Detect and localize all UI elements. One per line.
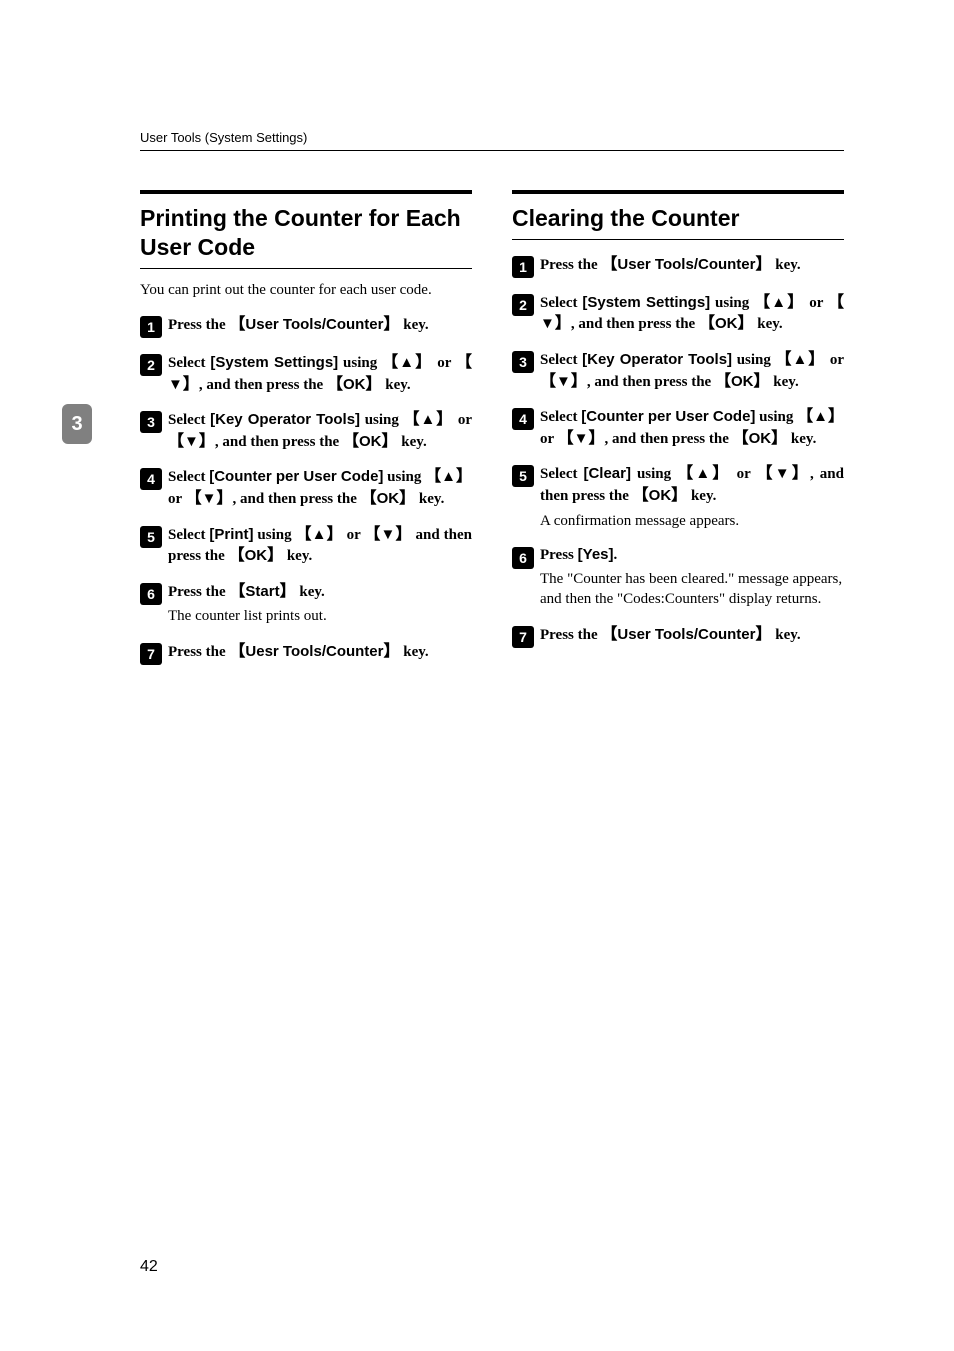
step-instruction: Select [Key Operator Tools] using 【▲】 or…: [540, 349, 844, 392]
step-result: A confirmation message appears.: [540, 511, 844, 531]
step-content: Press the 【User Tools/Counter】 key.: [540, 254, 844, 276]
step-number: 2: [140, 354, 162, 376]
step-number: 3: [140, 411, 162, 433]
step: 5 Select [Clear] using 【▲】 or 【▼】, and th…: [512, 463, 844, 530]
step-content: Select [Counter per User Code] using 【▲】…: [540, 406, 844, 449]
step: 4 Select [Counter per User Code] using 【▲…: [140, 466, 472, 509]
step-instruction: Select [System Settings] using 【▲】 or 【▼…: [168, 352, 472, 395]
step-instruction: Press the 【User Tools/Counter】 key.: [168, 314, 472, 336]
step: 1 Press the 【User Tools/Counter】 key.: [512, 254, 844, 278]
left-column: Printing the Counter for Each User Code Y…: [140, 190, 472, 665]
step-result: The counter list prints out.: [168, 606, 472, 626]
step-content: Press the 【Start】 key. The counter list p…: [168, 581, 472, 627]
section-title: Printing the Counter for Each User Code: [140, 204, 472, 262]
section-rule: [512, 239, 844, 240]
step-content: Select [System Settings] using 【▲】 or 【▼…: [540, 292, 844, 335]
step: 5 Select [Print] using 【▲】 or 【▼】 and the…: [140, 524, 472, 567]
step-instruction: Select [Print] using 【▲】 or 【▼】 and then…: [168, 524, 472, 567]
section-title: Clearing the Counter: [512, 204, 844, 233]
step-number: 4: [140, 468, 162, 490]
content-area: Printing the Counter for Each User Code Y…: [140, 190, 844, 665]
step-content: Press the 【User Tools/Counter】 key.: [168, 314, 472, 336]
step-number: 5: [140, 526, 162, 548]
step-content: Select [Key Operator Tools] using 【▲】 or…: [168, 409, 472, 452]
page-number: 42: [140, 1258, 158, 1276]
section-intro: You can print out the counter for each u…: [140, 281, 472, 301]
section-rule: [512, 190, 844, 194]
step: 6 Press the 【Start】 key. The counter list …: [140, 581, 472, 627]
step-instruction: Select [Counter per User Code] using 【▲】…: [540, 406, 844, 449]
step-content: Press [Yes]. The "Counter has been cleare…: [540, 545, 844, 610]
step-instruction: Select [Clear] using 【▲】 or 【▼】, and the…: [540, 463, 844, 506]
step-content: Press the 【Uesr Tools/Counter】 key.: [168, 641, 472, 663]
step-instruction: Press the 【User Tools/Counter】 key.: [540, 624, 844, 646]
step-number: 7: [140, 643, 162, 665]
step-content: Select [Key Operator Tools] using 【▲】 or…: [540, 349, 844, 392]
step: 7 Press the 【User Tools/Counter】 key.: [512, 624, 844, 648]
section-rule: [140, 190, 472, 194]
step: 2 Select [System Settings] using 【▲】 or 【…: [140, 352, 472, 395]
step-number: 4: [512, 408, 534, 430]
right-column: Clearing the Counter 1 Press the 【User Too…: [512, 190, 844, 665]
step: 3 Select [Key Operator Tools] using 【▲】 o…: [512, 349, 844, 392]
step-content: Select [System Settings] using 【▲】 or 【▼…: [168, 352, 472, 395]
step: 1 Press the 【User Tools/Counter】 key.: [140, 314, 472, 338]
step-number: 1: [512, 256, 534, 278]
side-tab: 3: [62, 404, 92, 444]
step-number: 6: [140, 583, 162, 605]
step-instruction: Select [Key Operator Tools] using 【▲】 or…: [168, 409, 472, 452]
step-instruction: Select [Counter per User Code] using 【▲】…: [168, 466, 472, 509]
step: 2 Select [System Settings] using 【▲】 or 【…: [512, 292, 844, 335]
step-content: Select [Counter per User Code] using 【▲】…: [168, 466, 472, 509]
step-number: 6: [512, 547, 534, 569]
step-content: Press the 【User Tools/Counter】 key.: [540, 624, 844, 646]
step-instruction: Select [System Settings] using 【▲】 or 【▼…: [540, 292, 844, 335]
step-instruction: Press the 【Start】 key.: [168, 581, 472, 603]
step-number: 3: [512, 351, 534, 373]
step-number: 1: [140, 316, 162, 338]
step-instruction: Press the 【User Tools/Counter】 key.: [540, 254, 844, 276]
step-number: 5: [512, 465, 534, 487]
page-header: User Tools (System Settings): [140, 130, 307, 145]
step: 4 Select [Counter per User Code] using 【▲…: [512, 406, 844, 449]
step-content: Select [Print] using 【▲】 or 【▼】 and then…: [168, 524, 472, 567]
step-instruction: Press [Yes].: [540, 545, 844, 565]
step: 3 Select [Key Operator Tools] using 【▲】 o…: [140, 409, 472, 452]
step-result: The "Counter has been cleared." message …: [540, 569, 844, 610]
header-rule: [140, 150, 844, 151]
section-rule: [140, 268, 472, 269]
step-content: Select [Clear] using 【▲】 or 【▼】, and the…: [540, 463, 844, 530]
step: 6 Press [Yes]. The "Counter has been clear…: [512, 545, 844, 610]
step: 7 Press the 【Uesr Tools/Counter】 key.: [140, 641, 472, 665]
step-instruction: Press the 【Uesr Tools/Counter】 key.: [168, 641, 472, 663]
step-number: 2: [512, 294, 534, 316]
step-number: 7: [512, 626, 534, 648]
